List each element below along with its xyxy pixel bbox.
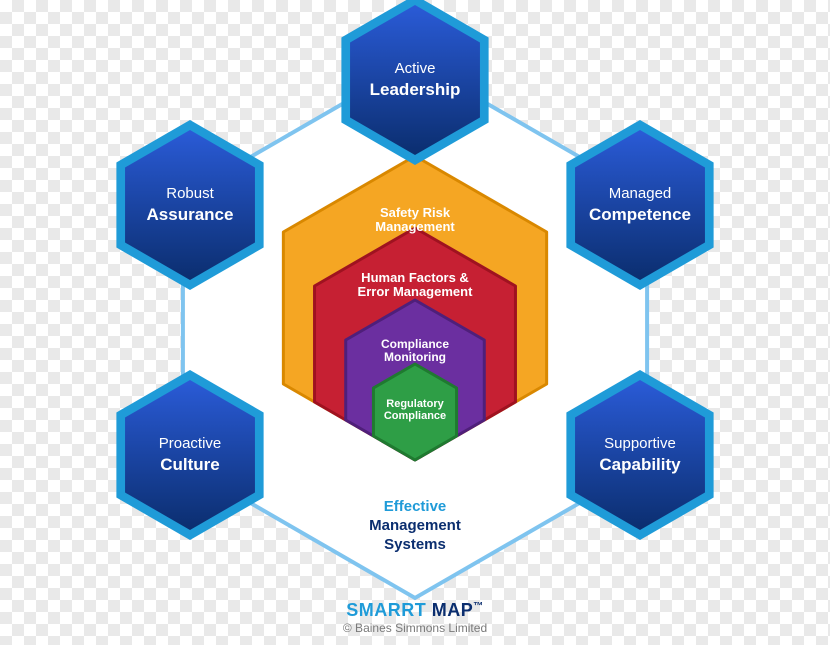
text-bold: Leadership bbox=[370, 80, 461, 99]
brand-tm: ™ bbox=[473, 601, 484, 612]
footer: SMARRT MAP™ © Baines Simmons Limited bbox=[343, 600, 487, 635]
text-light: Supportive bbox=[604, 435, 676, 452]
hex-competence-label: Managed Competence bbox=[565, 185, 715, 226]
label-compliance: ComplianceMonitoring bbox=[343, 338, 487, 364]
text-light: Active bbox=[395, 60, 436, 77]
text-bold: Culture bbox=[160, 455, 220, 474]
text-bold: Assurance bbox=[147, 205, 234, 224]
brand-suffix: MAP bbox=[426, 600, 473, 620]
hex-assurance-label: Robust Assurance bbox=[115, 185, 265, 226]
text-bold: Competence bbox=[589, 205, 691, 224]
center-title: Effective Management Systems bbox=[369, 498, 461, 554]
label-human: Human Factors &Error Management bbox=[311, 271, 520, 300]
center-title-line2: Management bbox=[369, 517, 461, 534]
brand: SMARRT MAP™ bbox=[346, 600, 484, 620]
copyright: © Baines Simmons Limited bbox=[343, 621, 487, 635]
hex-capability-label: Supportive Capability bbox=[565, 435, 715, 476]
text-light: Robust bbox=[166, 185, 214, 202]
brand-prefix: SMARRT bbox=[346, 600, 426, 620]
text-bold: Capability bbox=[599, 455, 680, 474]
text-light: Proactive bbox=[159, 435, 222, 452]
center-title-line3: Systems bbox=[384, 536, 446, 553]
hex-culture-label: Proactive Culture bbox=[115, 435, 265, 476]
label-safety: Safety RiskManagement bbox=[278, 206, 552, 235]
hex-leadership-label: Active Leadership bbox=[340, 60, 490, 101]
text-light: Managed bbox=[609, 185, 672, 202]
label-regulatory: RegulatoryCompliance bbox=[372, 398, 458, 422]
center-title-line1: Effective bbox=[384, 498, 447, 515]
